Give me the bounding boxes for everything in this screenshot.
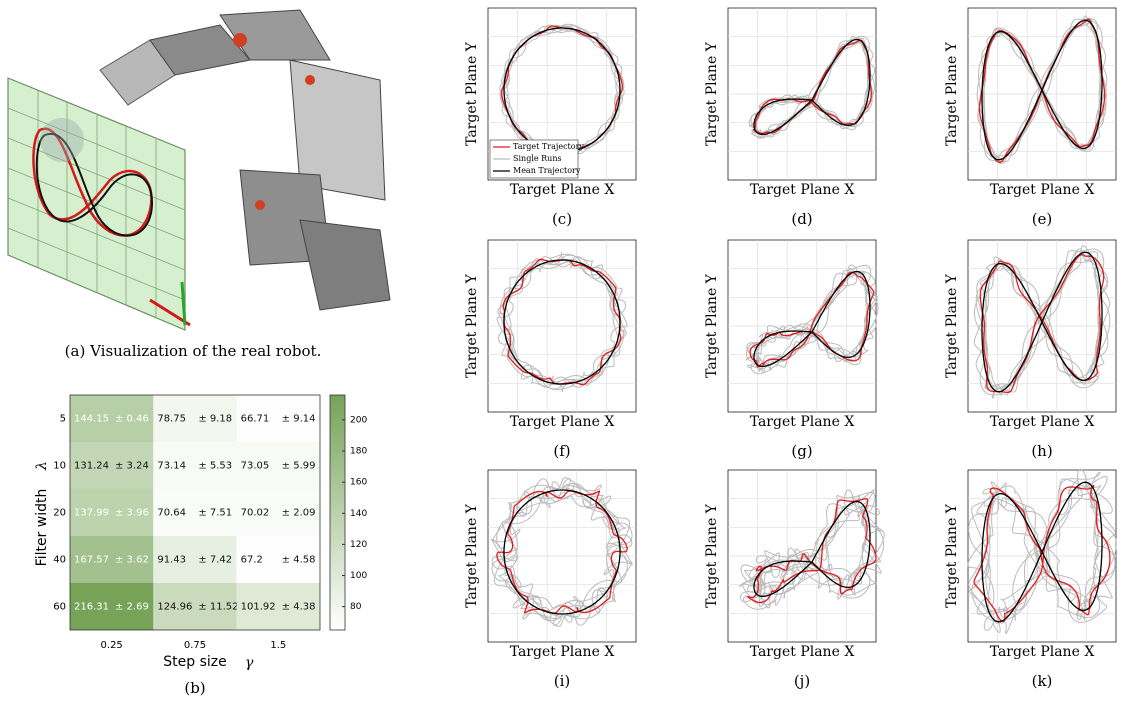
- x-axis-label: Target Plane X: [990, 182, 1095, 198]
- colorbar-label: 200: [350, 415, 367, 425]
- x-axis-label: Target Plane X: [990, 414, 1095, 430]
- colorbar-label: 160: [350, 478, 367, 488]
- colorbar-label: 120: [350, 540, 367, 550]
- cell-value: 101.92: [241, 602, 276, 613]
- caption: (b): [184, 679, 205, 697]
- row-label: 60: [53, 602, 66, 613]
- y-axis-label: Target Plane Y: [464, 503, 480, 608]
- cell-value: 70.64: [157, 508, 186, 519]
- y-axis-label: Target Plane Y: [944, 273, 960, 378]
- cell-std: ± 3.24: [115, 461, 149, 472]
- legend-label: Target Trajectory: [513, 142, 584, 151]
- x-axis-label: Target Plane X: [990, 644, 1095, 660]
- cell-std: ± 3.62: [115, 555, 149, 566]
- colorbar-label: 80: [350, 602, 362, 612]
- row-label: 5: [60, 414, 66, 425]
- caption: (j): [794, 672, 810, 690]
- cell-std: ± 5.99: [282, 461, 316, 472]
- caption: (i): [554, 672, 571, 690]
- y-axis-label: Target Plane Y: [704, 273, 720, 378]
- x-axis-symbol: γ: [245, 655, 254, 671]
- caption: (h): [1031, 442, 1052, 460]
- row-label: 20: [53, 508, 66, 519]
- cell-value: 131.24: [74, 461, 109, 472]
- cell-value: 124.96: [157, 602, 192, 613]
- y-axis-label: Target Plane Y: [704, 41, 720, 146]
- x-axis-label: Target Plane X: [510, 414, 615, 430]
- cell-std: ± 9.18: [198, 414, 232, 425]
- cell-std: ± 2.09: [282, 508, 316, 519]
- colorbar-label: 100: [350, 571, 367, 581]
- y-axis-symbol: λ: [34, 461, 50, 471]
- col-label: 1.5: [270, 640, 286, 651]
- colorbar: [330, 395, 345, 630]
- cell-value: 91.43: [157, 555, 186, 566]
- cell-value: 216.31: [74, 602, 109, 613]
- cell-value: 137.99: [74, 508, 109, 519]
- caption: (d): [791, 210, 812, 228]
- caption: (c): [552, 210, 572, 228]
- caption: (f): [553, 442, 570, 460]
- caption: (e): [1032, 210, 1053, 228]
- x-axis-label: Target Plane X: [510, 644, 615, 660]
- cell-value: 66.71: [241, 414, 270, 425]
- legend-label: Single Runs: [513, 154, 562, 163]
- col-label: 0.25: [101, 640, 123, 651]
- figure: (a) Visualization of the real robot. 144…: [0, 0, 1128, 702]
- cell-value: 70.02: [241, 508, 270, 519]
- x-axis-label: Target Plane X: [750, 644, 855, 660]
- cell-std: ± 4.38: [282, 602, 316, 613]
- y-axis-label: Target Plane Y: [464, 273, 480, 378]
- caption: (k): [1032, 672, 1053, 690]
- row-label: 40: [53, 555, 66, 566]
- cell-std: ± 11.52: [198, 602, 238, 613]
- colorbar-label: 140: [350, 509, 367, 519]
- y-axis-label: Target Plane Y: [944, 503, 960, 608]
- caption: (a) Visualization of the real robot.: [65, 342, 322, 360]
- cell-std: ± 5.53: [198, 461, 232, 472]
- cell-value: 78.75: [157, 414, 186, 425]
- cell-value: 67.2: [241, 555, 263, 566]
- caption: (g): [791, 442, 812, 460]
- legend-label: Mean Trajectory: [513, 166, 581, 175]
- trajectory-plots: Target Plane X Target Plane Y (c) Target Tr…: [464, 8, 1116, 690]
- cell-value: 144.15: [74, 414, 109, 425]
- y-axis-label: Target Plane Y: [464, 41, 480, 146]
- y-axis-label: Filter width: [34, 489, 50, 567]
- cell-std: ± 7.42: [198, 555, 232, 566]
- cell-std: ± 3.96: [115, 508, 149, 519]
- cell-value: 167.57: [74, 555, 109, 566]
- y-axis-label: Target Plane Y: [944, 41, 960, 146]
- x-axis-label: Target Plane X: [750, 414, 855, 430]
- col-label: 0.75: [184, 640, 206, 651]
- y-axis-label: Target Plane Y: [704, 503, 720, 608]
- cell-std: ± 7.51: [198, 508, 232, 519]
- robot-illustration: [8, 10, 390, 330]
- row-label: 10: [53, 461, 66, 472]
- cell-value: 73.14: [157, 461, 186, 472]
- x-axis-label: Target Plane X: [750, 182, 855, 198]
- heatmap: 144.15 ± 0.46 78.75 ± 9.18 66.71 ± 9.14 131.24…: [34, 395, 367, 697]
- x-axis-label: Step size: [163, 654, 226, 670]
- x-axis-label: Target Plane X: [510, 182, 615, 198]
- colorbar-label: 180: [350, 447, 367, 457]
- cell-value: 73.05: [241, 461, 270, 472]
- cell-std: ± 2.69: [115, 602, 149, 613]
- cell-std: ± 0.46: [115, 414, 149, 425]
- cell-std: ± 4.58: [282, 555, 316, 566]
- cell-std: ± 9.14: [282, 414, 316, 425]
